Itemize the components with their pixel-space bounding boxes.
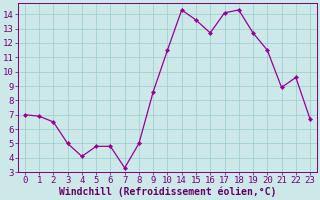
X-axis label: Windchill (Refroidissement éolien,°C): Windchill (Refroidissement éolien,°C) [59, 187, 276, 197]
